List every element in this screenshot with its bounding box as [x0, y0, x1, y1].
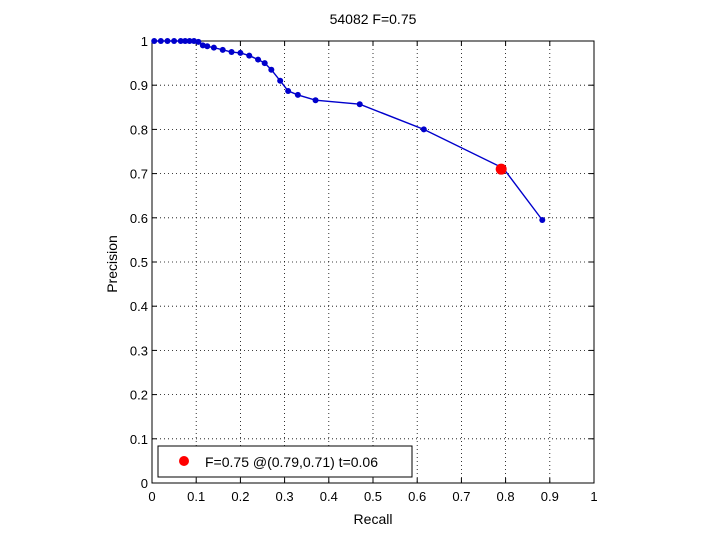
x-tick-label: 0.6	[408, 489, 426, 504]
x-tick-label: 1	[590, 489, 597, 504]
y-tick-label: 1	[141, 34, 148, 49]
data-point	[261, 60, 268, 67]
data-point	[277, 77, 284, 84]
data-point	[186, 38, 193, 44]
y-tick-label: 0.4	[130, 299, 148, 314]
x-tick-label: 0.1	[187, 489, 205, 504]
data-point	[228, 49, 235, 56]
y-tick-label: 0.5	[130, 255, 148, 270]
data-point	[171, 38, 178, 44]
data-point	[255, 56, 262, 63]
chart-title: 54082 F=0.75	[330, 11, 417, 27]
legend-box	[157, 445, 413, 478]
data-point	[237, 49, 244, 56]
x-tick-label: 0.8	[497, 489, 515, 504]
y-tick-label: 0.8	[130, 122, 148, 137]
data-point	[195, 38, 202, 45]
data-point	[177, 38, 184, 44]
y-tick-label: 0.7	[130, 167, 148, 182]
series-group	[151, 38, 546, 224]
data-point	[246, 52, 253, 59]
axis-ticks: 0 0.1 0.2 0.3 0.4 0.5 0.6 0.7 0.8 0.9 1 0 0.1 0.2 0.3 0…	[130, 34, 598, 504]
y-axis-label: Precision	[104, 235, 120, 293]
data-point	[164, 38, 171, 44]
x-tick-label: 0.3	[276, 489, 294, 504]
data-point	[268, 66, 275, 73]
data-point	[294, 91, 301, 98]
data-point	[539, 217, 546, 224]
y-tick-label: 0.9	[130, 78, 148, 93]
x-axis-label: Recall	[354, 511, 393, 527]
legend: F=0.75 @(0.79,0.71) t=0.06	[157, 445, 413, 478]
y-tick-label: 0.3	[130, 343, 148, 358]
data-point	[204, 43, 211, 50]
y-tick-label: 0.6	[130, 211, 148, 226]
x-tick-label: 0.4	[320, 489, 338, 504]
x-tick-label: 0	[148, 489, 155, 504]
data-point	[182, 38, 189, 44]
x-tick-label: 0.2	[231, 489, 249, 504]
grid	[152, 41, 594, 483]
best-f-point	[495, 163, 507, 175]
y-tick-label: 0	[141, 476, 148, 491]
data-point	[285, 87, 292, 94]
x-tick-label: 0.5	[364, 489, 382, 504]
data-point	[420, 126, 427, 133]
data-point	[312, 97, 319, 104]
x-tick-label: 0.7	[452, 489, 470, 504]
legend-text: F=0.75 @(0.79,0.71) t=0.06	[205, 454, 378, 470]
data-point	[210, 44, 217, 51]
data-point	[157, 38, 164, 44]
data-point	[151, 38, 158, 44]
y-tick-label: 0.2	[130, 388, 148, 403]
data-point	[219, 46, 226, 53]
x-tick-label: 0.9	[541, 489, 559, 504]
data-point	[356, 101, 363, 108]
y-tick-label: 0.1	[130, 432, 148, 447]
legend-marker	[179, 456, 189, 466]
